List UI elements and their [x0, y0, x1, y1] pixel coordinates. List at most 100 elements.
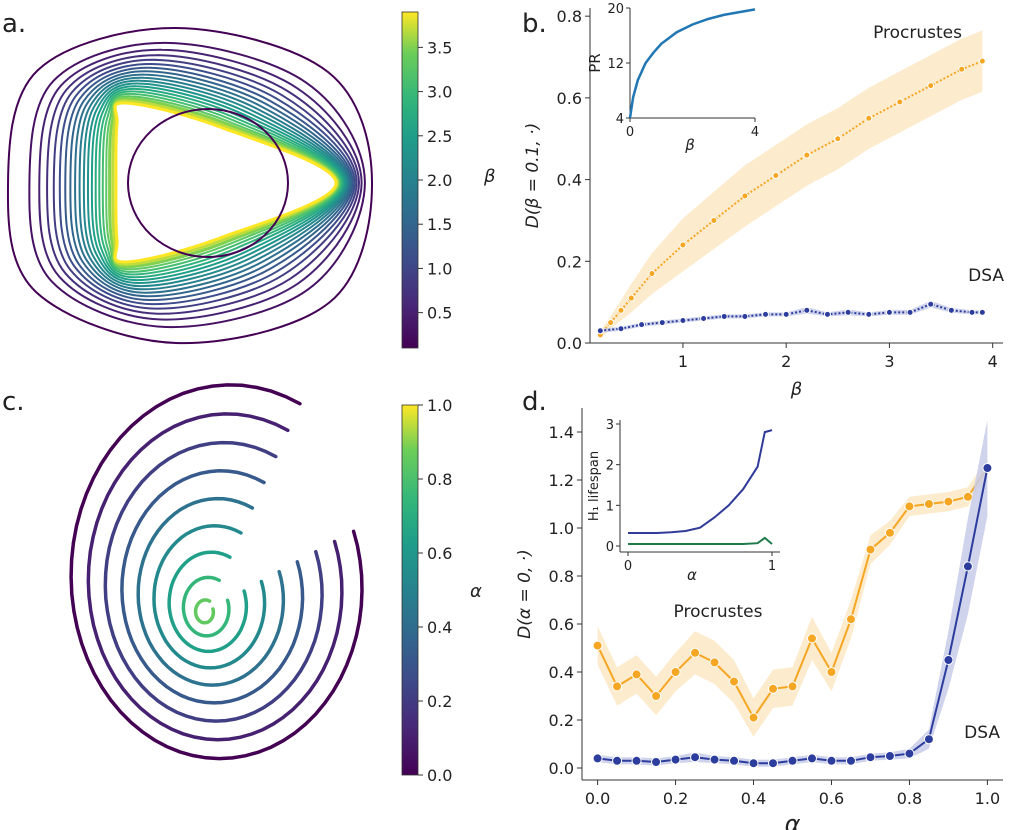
colorbar-a-tick-label: 3.5: [427, 38, 452, 57]
orbit-curve: [113, 101, 338, 264]
y-tick-label: 0.8: [557, 7, 582, 26]
data-point: [787, 755, 798, 766]
spiral-trajectory: [167, 550, 249, 654]
data-point: [710, 216, 718, 224]
data-point: [700, 314, 708, 322]
data-point: [709, 754, 720, 765]
colorbar-c-tick-label: 1.0: [427, 396, 452, 415]
panel-b-plot: 0.00.20.40.60.81 2 3 4βD(β = 0.1, ·)Procrus…: [523, 2, 1004, 400]
orbit-curve: [82, 79, 348, 288]
colorbar-a-label: β: [483, 166, 496, 187]
data-point: [845, 755, 856, 766]
colorbar-a-tick-label: 2.5: [427, 127, 452, 146]
data-point: [906, 308, 914, 316]
data-point: [679, 241, 687, 249]
data-point: [670, 667, 681, 677]
data-point: [651, 757, 662, 767]
data-point: [947, 306, 955, 314]
colorbar-c-tick-label: 0.6: [427, 544, 452, 563]
data-point: [927, 82, 935, 90]
data-point: [741, 312, 749, 320]
inset-x-tick-label: 0: [626, 125, 634, 140]
data-point: [729, 676, 740, 687]
y-tick-label: 1.4: [549, 423, 574, 442]
data-point: [720, 312, 728, 320]
x-axis-label: α: [785, 810, 801, 830]
series-label-dsa: DSA: [968, 266, 1004, 286]
data-point: [962, 561, 973, 572]
data-point: [865, 544, 876, 555]
data-point: [978, 308, 986, 316]
inset-h1-line: [628, 429, 773, 534]
inset-background: [620, 420, 780, 552]
colorbar-a-ticks: 0.5 1.0 1.5 2.0 2.5 3.0 3.5: [418, 38, 452, 323]
data-point: [943, 655, 954, 665]
orbit-curve: [58, 62, 356, 306]
data-point: [741, 192, 749, 200]
inset-x-tick-label: 0: [624, 559, 632, 574]
data-point: [834, 135, 842, 143]
y-tick-label: 0.4: [557, 171, 582, 190]
x-tick-label: 1.0: [975, 789, 1000, 808]
spiral-trajectory: [181, 575, 231, 638]
orbit-curve: [98, 90, 343, 276]
data-point: [612, 681, 623, 692]
data-point: [617, 325, 625, 333]
data-point: [803, 151, 811, 159]
data-point: [612, 755, 623, 766]
data-point: [968, 308, 976, 316]
y-tick-label: 0.0: [549, 759, 574, 778]
data-point: [709, 657, 720, 668]
orbit-curve: [108, 96, 340, 269]
data-point: [865, 752, 876, 763]
data-point: [787, 681, 798, 692]
orbit-curve: [38, 48, 363, 321]
y-tick-label: 0.6: [549, 615, 574, 634]
data-point: [748, 712, 759, 723]
series-label-procrustes: Procrustes: [674, 602, 763, 622]
spiral-trajectory: [69, 383, 364, 761]
data-point: [638, 321, 646, 329]
data-point: [904, 748, 915, 759]
data-point: [885, 308, 893, 316]
data-point: [978, 57, 986, 65]
spiral-trajectory: [103, 440, 324, 723]
data-point: [923, 734, 934, 745]
x-axis-label: β: [790, 379, 803, 400]
data-point: [651, 691, 662, 701]
data-point: [690, 647, 701, 658]
orbit-curve: [94, 87, 344, 279]
orbit-curve: [127, 108, 289, 258]
data-point: [904, 501, 915, 512]
orbit-curve: [74, 73, 351, 294]
data-point: [596, 327, 604, 335]
data-point: [884, 527, 895, 538]
inset-x-tick-label: 1: [768, 559, 776, 574]
y-tick-label: 0.6: [557, 89, 582, 108]
data-point: [768, 683, 779, 694]
y-tick-label: 1.2: [549, 471, 574, 490]
orbit-curve: [6, 26, 374, 345]
y-axis-label: D(α = 0, ·): [515, 549, 535, 639]
data-point: [772, 172, 780, 179]
data-point: [826, 755, 837, 766]
y-tick-label: 0.8: [549, 567, 574, 586]
orbit-curve: [64, 66, 354, 302]
data-point: [748, 758, 759, 769]
y-tick-label: 0.4: [549, 663, 574, 682]
series-line: [600, 303, 983, 332]
data-point: [648, 270, 656, 278]
y-axis-label: D(β = 0.1, ·): [523, 123, 543, 229]
colorbar-c-label: α: [470, 581, 482, 602]
data-point: [865, 310, 873, 318]
x-tick-label: 4: [988, 352, 998, 371]
y-tick-label: 0.2: [549, 711, 574, 730]
spiral-trajectory: [136, 496, 286, 687]
orbit-curve: [105, 95, 341, 271]
data-point: [896, 98, 904, 106]
colorbar-a: [401, 11, 419, 349]
inset-x-label: α: [687, 566, 697, 584]
inset-y-tick-label: 4: [616, 112, 624, 127]
data-point: [923, 499, 934, 509]
